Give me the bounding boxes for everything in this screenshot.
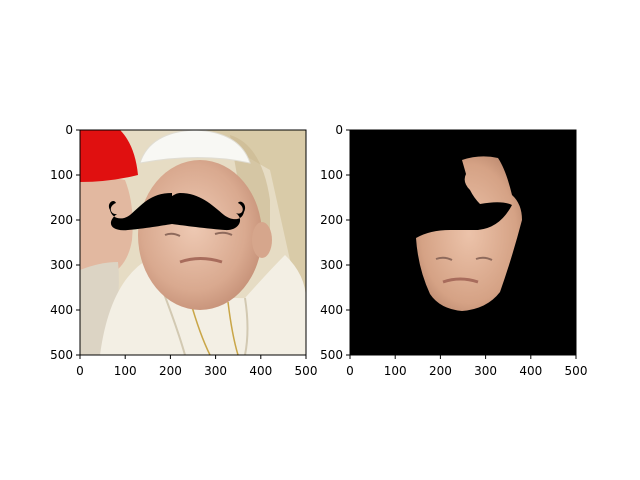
red-cap [80,130,138,182]
left-x-tick-label: 400 [249,364,272,378]
right-y-tick-label: 0 [335,123,343,137]
right-x-tick-label: 0 [346,364,354,378]
segmented-face [416,156,522,311]
mustache [108,193,246,231]
right-y-tick-label: 400 [320,303,343,317]
white-cap [139,130,251,164]
left-y-tick-label: 200 [50,213,73,227]
left-y-tick-label: 400 [50,303,73,317]
face [138,160,262,310]
right-x-tick-label: 100 [384,364,407,378]
right-panel: 0 100 200 300 400 500 0 100 200 300 400 … [320,123,587,378]
right-x-ticks [349,355,577,359]
right-y-tick-label: 200 [320,213,343,227]
left-y-ticks [76,129,80,356]
right-x-tick-label: 200 [429,364,452,378]
left-y-tick-label: 500 [50,348,73,362]
right-y-tick-label: 100 [320,168,343,182]
left-axes-frame [79,129,307,356]
right-y-ticks [346,129,350,356]
left-x-ticks [79,355,307,359]
left-x-tick-label: 300 [204,364,227,378]
right-y-tick-label: 500 [320,348,343,362]
left-y-tick-label: 0 [65,123,73,137]
left-x-tick-label: 100 [114,364,137,378]
left-x-tick-label: 200 [159,364,182,378]
right-x-tick-label: 400 [519,364,542,378]
left-y-tick-label: 300 [50,258,73,272]
left-photo [80,130,306,355]
left-x-tick-label: 500 [295,364,318,378]
right-x-tick-label: 300 [474,364,497,378]
left-x-tick-label: 0 [76,364,84,378]
left-panel: 0 100 200 300 400 500 0 100 200 300 400 … [50,123,317,378]
right-y-tick-label: 300 [320,258,343,272]
right-x-tick-label: 500 [565,364,588,378]
right-axes-frame [349,129,577,356]
left-y-tick-label: 100 [50,168,73,182]
right-mask-image [350,130,576,355]
